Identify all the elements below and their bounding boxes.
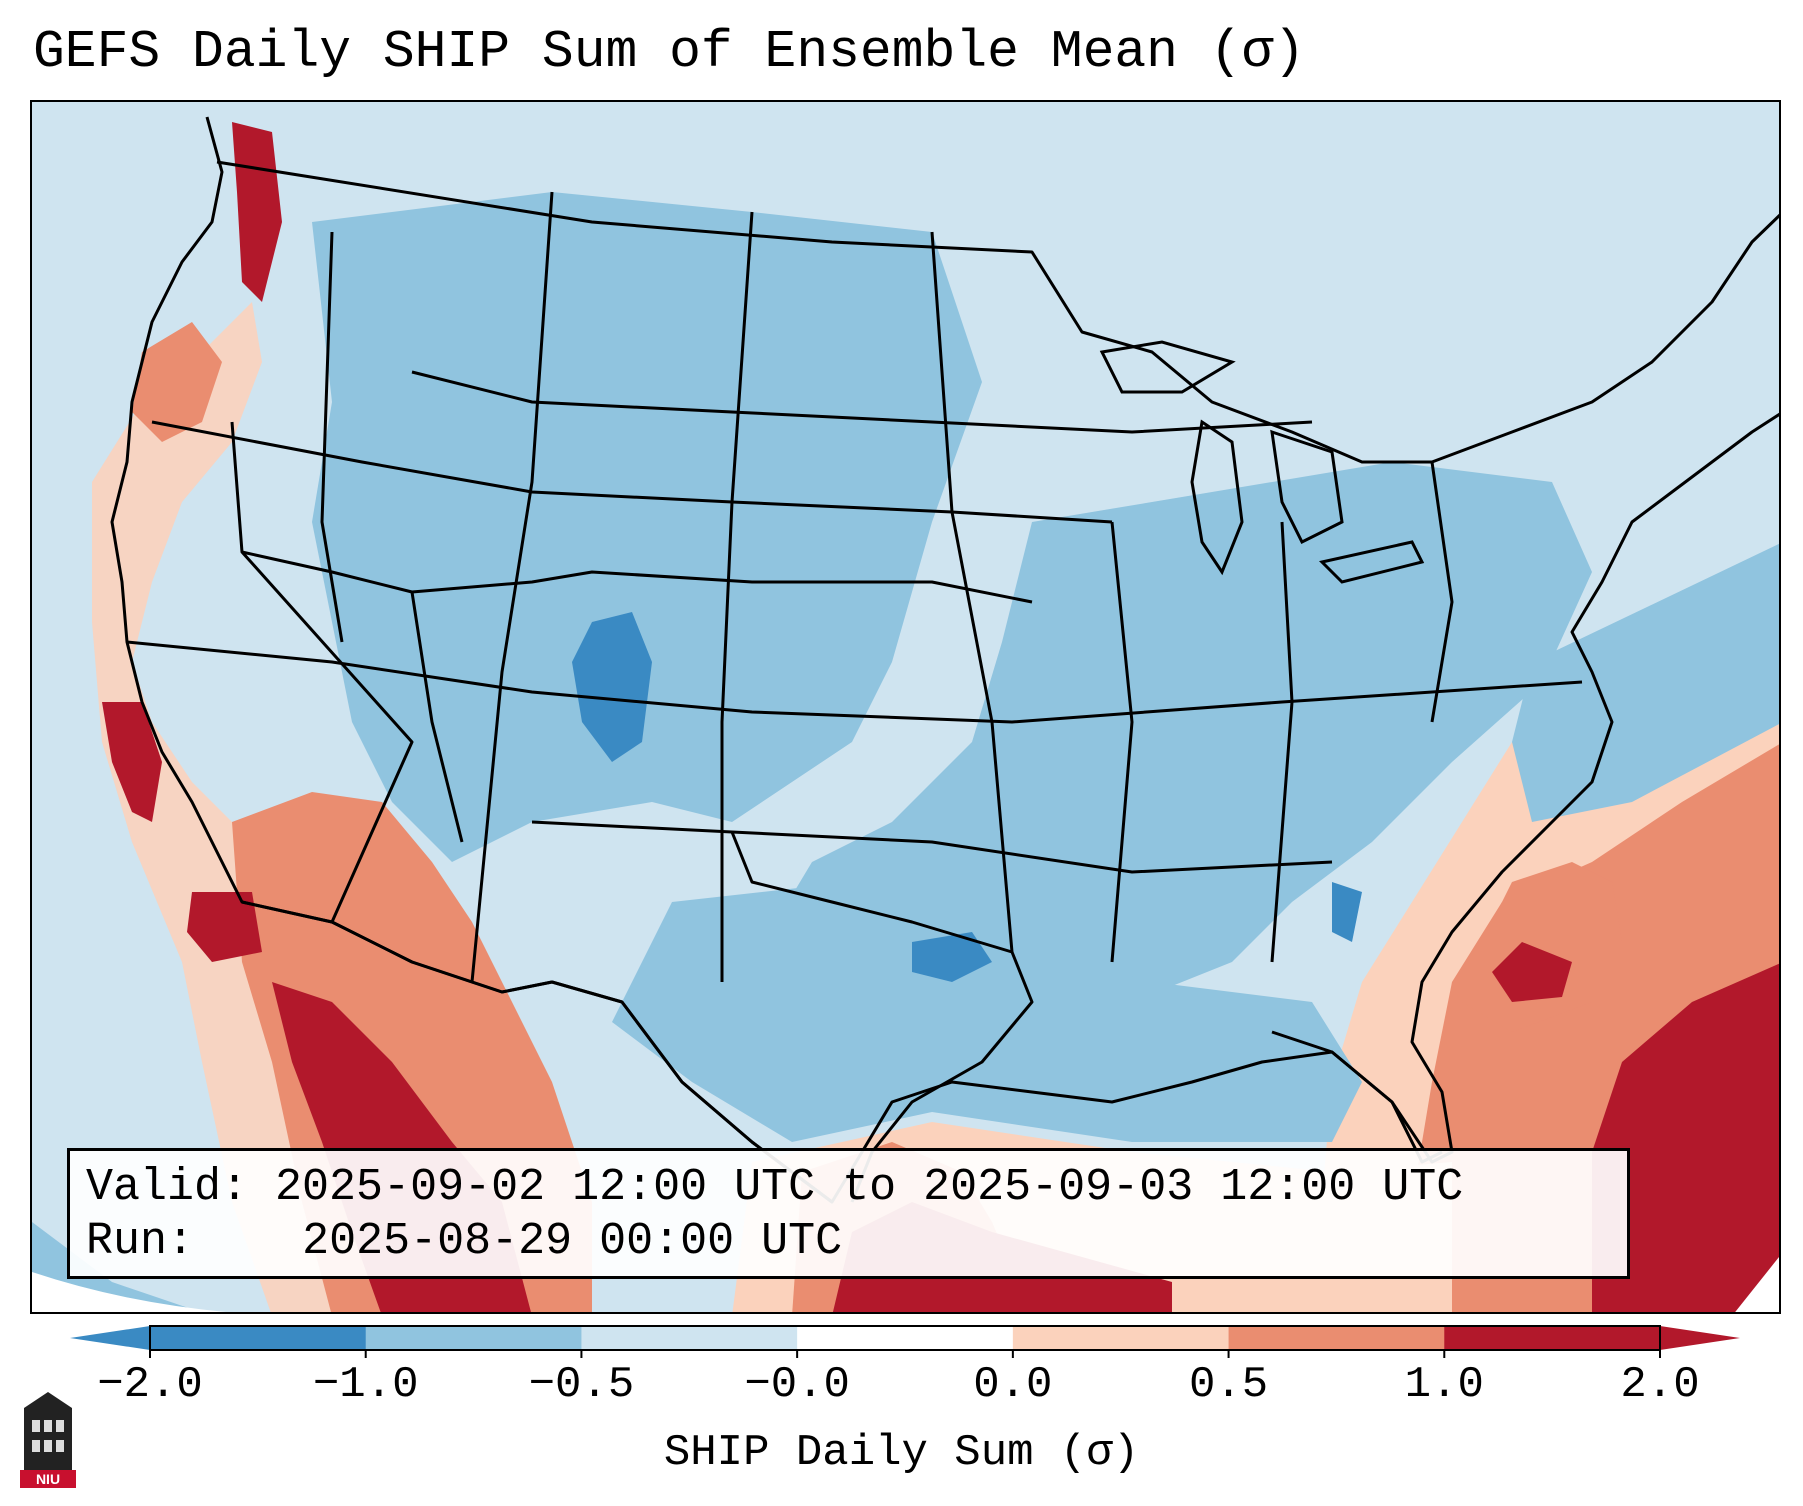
- norcal-hot: [102, 702, 162, 822]
- great-lakes: [1099, 340, 1425, 584]
- state-line-11: [1270, 521, 1294, 963]
- info-box: Valid: 2025-09-02 12:00 UTC to 2025-09-0…: [67, 1148, 1630, 1279]
- colorbar-border: [149, 1325, 1661, 1351]
- logo-window-6: [56, 1440, 64, 1452]
- colorbar-tick-label: 0.5: [1188, 1360, 1269, 1410]
- outside-domain-white-right: [1735, 1257, 1779, 1312]
- texas-dark-blue: [912, 932, 992, 982]
- socal-hot: [187, 892, 262, 962]
- run-line: Run: 2025-08-29 00:00 UTC: [86, 1215, 1611, 1269]
- state-line-7: [470, 191, 554, 983]
- logo-text: NIU: [36, 1471, 60, 1487]
- colorbar-tick-label: 1.0: [1404, 1360, 1484, 1410]
- colorado-dark-blue: [572, 612, 652, 762]
- map-canvas: [32, 102, 1779, 1312]
- lake-michigan: [1190, 419, 1244, 576]
- logo-window-1: [32, 1420, 40, 1432]
- state-line-13: [230, 421, 414, 923]
- carolina-warm: [1462, 862, 1622, 1032]
- ocean-ne-blue: [1512, 543, 1779, 822]
- colorbar-segment: [150, 1326, 367, 1350]
- mexico-border: [241, 900, 833, 1204]
- run-label: Run:: [86, 1216, 195, 1267]
- colorbar-tick-label: −1.0: [312, 1360, 419, 1410]
- colorbar-tick-label: −0.0: [744, 1360, 850, 1410]
- lake-erie: [1319, 540, 1425, 584]
- colorbar-segment: [581, 1326, 798, 1350]
- colorbar-tick-label: −2.0: [97, 1360, 203, 1410]
- texas-outline: [730, 831, 1034, 1203]
- map-frame: [30, 100, 1781, 1314]
- logo-window-5: [44, 1440, 52, 1452]
- colorbar-extend-high: [1660, 1326, 1740, 1350]
- colorbar-segment: [1012, 1326, 1230, 1350]
- east-central-blue: [752, 462, 1592, 1062]
- state-line-9: [930, 231, 1014, 953]
- state-line-6: [320, 231, 344, 643]
- state-line-4: [411, 370, 1313, 434]
- state-line-3: [241, 550, 1033, 604]
- colorbar-ticks: [149, 1350, 1661, 1358]
- colorbar-tick-label: −0.5: [528, 1360, 635, 1410]
- state-line-12: [1430, 461, 1454, 723]
- logo-banner: [20, 1470, 76, 1488]
- state-line-2: [126, 640, 1583, 724]
- colorbar-segment: [1444, 1326, 1661, 1350]
- colorbar-label: SHIP Daily Sum (σ): [663, 1428, 1140, 1478]
- state-line-8: [720, 211, 754, 982]
- colorbar-tick-label: 0.0: [973, 1360, 1053, 1410]
- valid-label: Valid:: [86, 1162, 249, 1213]
- outside-domain-white: [32, 1272, 226, 1312]
- oregon-warm: [132, 322, 222, 442]
- logo-window-2: [44, 1420, 52, 1432]
- valid-line: Valid: 2025-09-02 12:00 UTC to 2025-09-0…: [86, 1161, 1611, 1215]
- colorbar-tick-label: 2.0: [1620, 1360, 1700, 1410]
- georgia-dark-blue: [1332, 882, 1362, 942]
- state-line-1: [151, 420, 1113, 524]
- logo-tower-top: [24, 1392, 72, 1408]
- chart-title: GEFS Daily SHIP Sum of Ensemble Mean (σ): [33, 22, 1306, 82]
- run-value: 2025-08-29 00:00 UTC: [302, 1216, 843, 1267]
- state-line-10: [1110, 521, 1134, 963]
- colorbar-segments: [150, 1326, 1661, 1350]
- state-line-14: [410, 591, 464, 843]
- niu-tower-icon: NIU: [20, 1392, 76, 1488]
- us-outline: [110, 116, 1779, 1204]
- interior-west-blue: [312, 192, 982, 862]
- colorbar-segment: [1228, 1326, 1445, 1350]
- lake-huron: [1270, 429, 1344, 545]
- lake-superior: [1099, 340, 1236, 394]
- boundary-lines: [110, 116, 1779, 1204]
- logo-window-4: [32, 1440, 40, 1452]
- atlantic-hot: [1592, 963, 1779, 1312]
- colorbar: [70, 1325, 1740, 1358]
- logo-tower-body: [24, 1408, 72, 1470]
- logo-window-3: [56, 1420, 64, 1432]
- colorbar-segment: [365, 1326, 582, 1350]
- colorbar-segment: [797, 1326, 1014, 1350]
- valid-value: 2025-09-02 12:00 UTC to 2025-09-03 12:00…: [275, 1162, 1464, 1213]
- colorbar-extend-low: [70, 1326, 150, 1350]
- state-line-5: [531, 820, 1333, 874]
- carolina-hot: [1492, 942, 1572, 1002]
- gulf-coast-blue: [612, 882, 1362, 1142]
